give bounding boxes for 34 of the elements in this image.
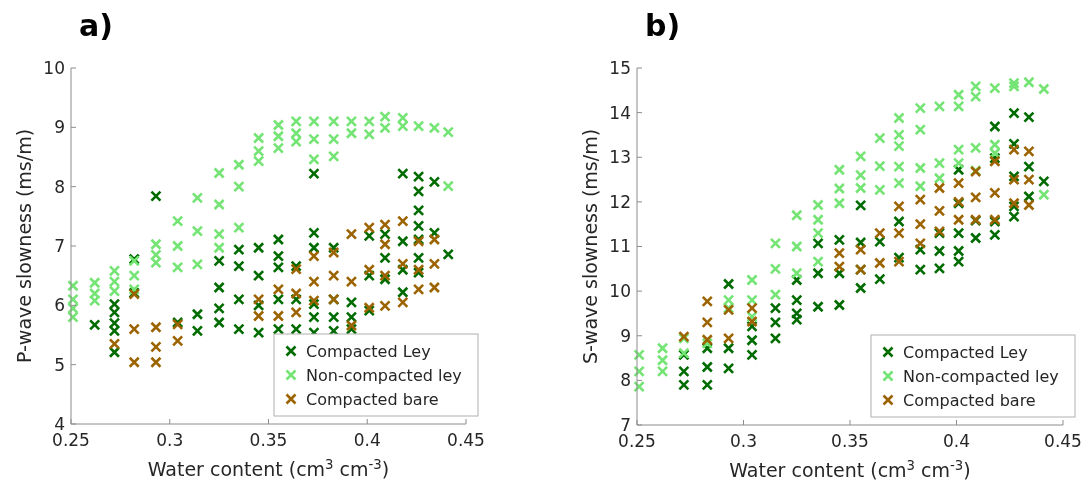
y-axis-title: P-wave slowness (ms/m) <box>13 128 35 364</box>
x-tick-label: 0.4 <box>353 430 381 450</box>
x-tick-label: 0.35 <box>249 430 288 450</box>
legend-label: Non-compacted ley <box>306 365 462 385</box>
x-tick-label: 0.45 <box>1044 431 1082 451</box>
y-tick-label: 9 <box>54 117 65 138</box>
y-tick-label: 13 <box>609 147 631 168</box>
x-axis-title: Water content (cm$^{3}$ cm$^{-3}$) <box>147 456 390 480</box>
y-tick-label: 8 <box>620 370 631 391</box>
chart-title: b) <box>645 8 681 43</box>
x-tick-label: 0.3 <box>156 430 184 450</box>
y-tick-label: 14 <box>609 102 631 123</box>
x-tick-label: 0.4 <box>942 431 971 451</box>
legend-label: Non-compacted ley <box>903 366 1059 386</box>
y-tick-label: 5 <box>54 354 65 375</box>
chart-title: a) <box>79 8 113 43</box>
y-tick-label: 7 <box>54 235 65 256</box>
legend-label: Compacted Ley <box>306 341 431 361</box>
y-tick-label: 15 <box>609 57 631 78</box>
x-tick-label: 0.35 <box>831 431 869 451</box>
y-tick-label: 9 <box>620 325 631 346</box>
y-tick-label: 12 <box>609 191 631 212</box>
x-tick-label: 0.3 <box>729 431 758 451</box>
x-axis-title: Water content (cm$^{3}$ cm$^{-3}$) <box>729 457 971 481</box>
y-tick-label: 11 <box>609 236 631 257</box>
y-tick-label: 10 <box>609 281 631 302</box>
x-tick-label: 0.45 <box>447 430 485 450</box>
legend-label: Compacted bare <box>306 389 439 409</box>
y-tick-label: 10 <box>43 57 65 78</box>
legend-label: Compacted bare <box>903 390 1036 410</box>
legend-label: Compacted Ley <box>903 342 1028 362</box>
y-tick-label: 8 <box>54 176 65 197</box>
y-axis-title: S-wave slowness (ms/m) <box>579 128 601 365</box>
y-tick-label: 6 <box>54 295 65 316</box>
